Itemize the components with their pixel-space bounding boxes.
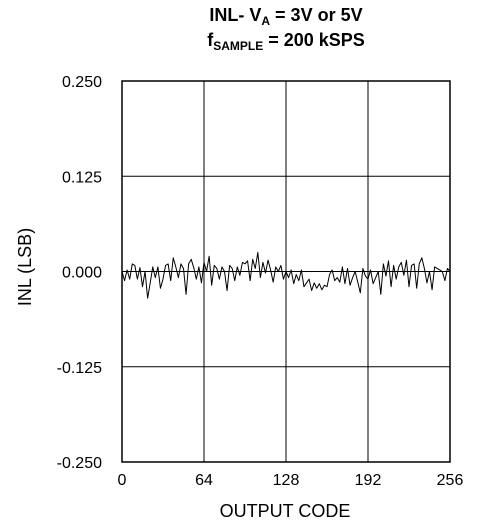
chart-title-line2: fSAMPLE = 200 kSPS	[207, 30, 365, 53]
x-axis-label: OUTPUT CODE	[220, 501, 351, 521]
series-line-0	[121, 251, 451, 299]
chart-title-line1: INL- VA = 3V or 5V	[209, 5, 363, 28]
y-tick-label: -0.125	[57, 360, 102, 377]
y-tick-label: 0.125	[62, 169, 102, 186]
y-axis-label: INL (LSB)	[15, 228, 35, 306]
y-tick-label: 0.000	[62, 265, 102, 282]
series-group	[121, 251, 451, 299]
x-tick-label: 64	[195, 472, 213, 489]
y-tick-label: 0.250	[62, 74, 102, 91]
x-tick-label: 0	[118, 472, 127, 489]
x-tick-label: 256	[437, 472, 464, 489]
x-tick-label: 128	[273, 472, 300, 489]
x-tick-label: 192	[355, 472, 382, 489]
y-tick-label: -0.250	[57, 455, 102, 472]
x-tick-labels: 0 64 128 192 256	[118, 472, 464, 489]
y-tick-labels: 0.250 0.125 0.000 -0.125 -0.250	[57, 74, 102, 472]
